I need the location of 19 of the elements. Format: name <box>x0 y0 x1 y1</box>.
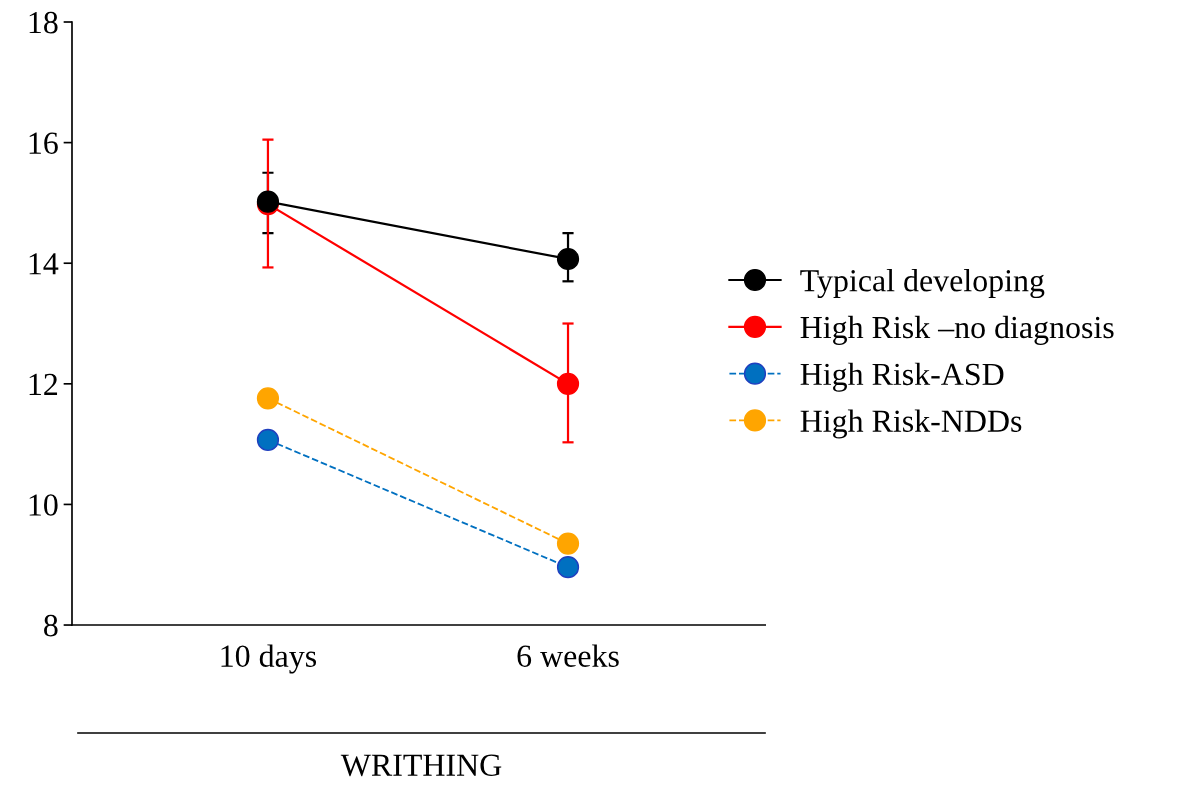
legend-label: Typical developing <box>800 269 1045 299</box>
point <box>556 372 580 395</box>
y-tick-label: 10 <box>29 494 58 516</box>
x-tick-label: 6 weeks <box>517 644 619 667</box>
x-tick-label: 10 days <box>221 644 317 674</box>
point <box>556 247 580 271</box>
y-tick-label: 14 <box>29 253 59 275</box>
y-tick-label: 16 <box>29 132 58 155</box>
y-tick-label: 18 <box>29 11 58 34</box>
legend-label: High Risk –no diagnosis <box>800 315 1114 345</box>
y-tick-label: 8 <box>44 614 58 637</box>
legend-label: High Risk-ASD <box>800 362 1004 392</box>
y-tick-label: 12 <box>29 373 58 395</box>
point <box>256 387 280 410</box>
x-axis-title: WRITHING <box>340 754 502 777</box>
point <box>556 532 580 555</box>
legend-label: High Risk-NDDs <box>800 409 1022 439</box>
point <box>256 428 280 452</box>
point <box>556 556 580 579</box>
